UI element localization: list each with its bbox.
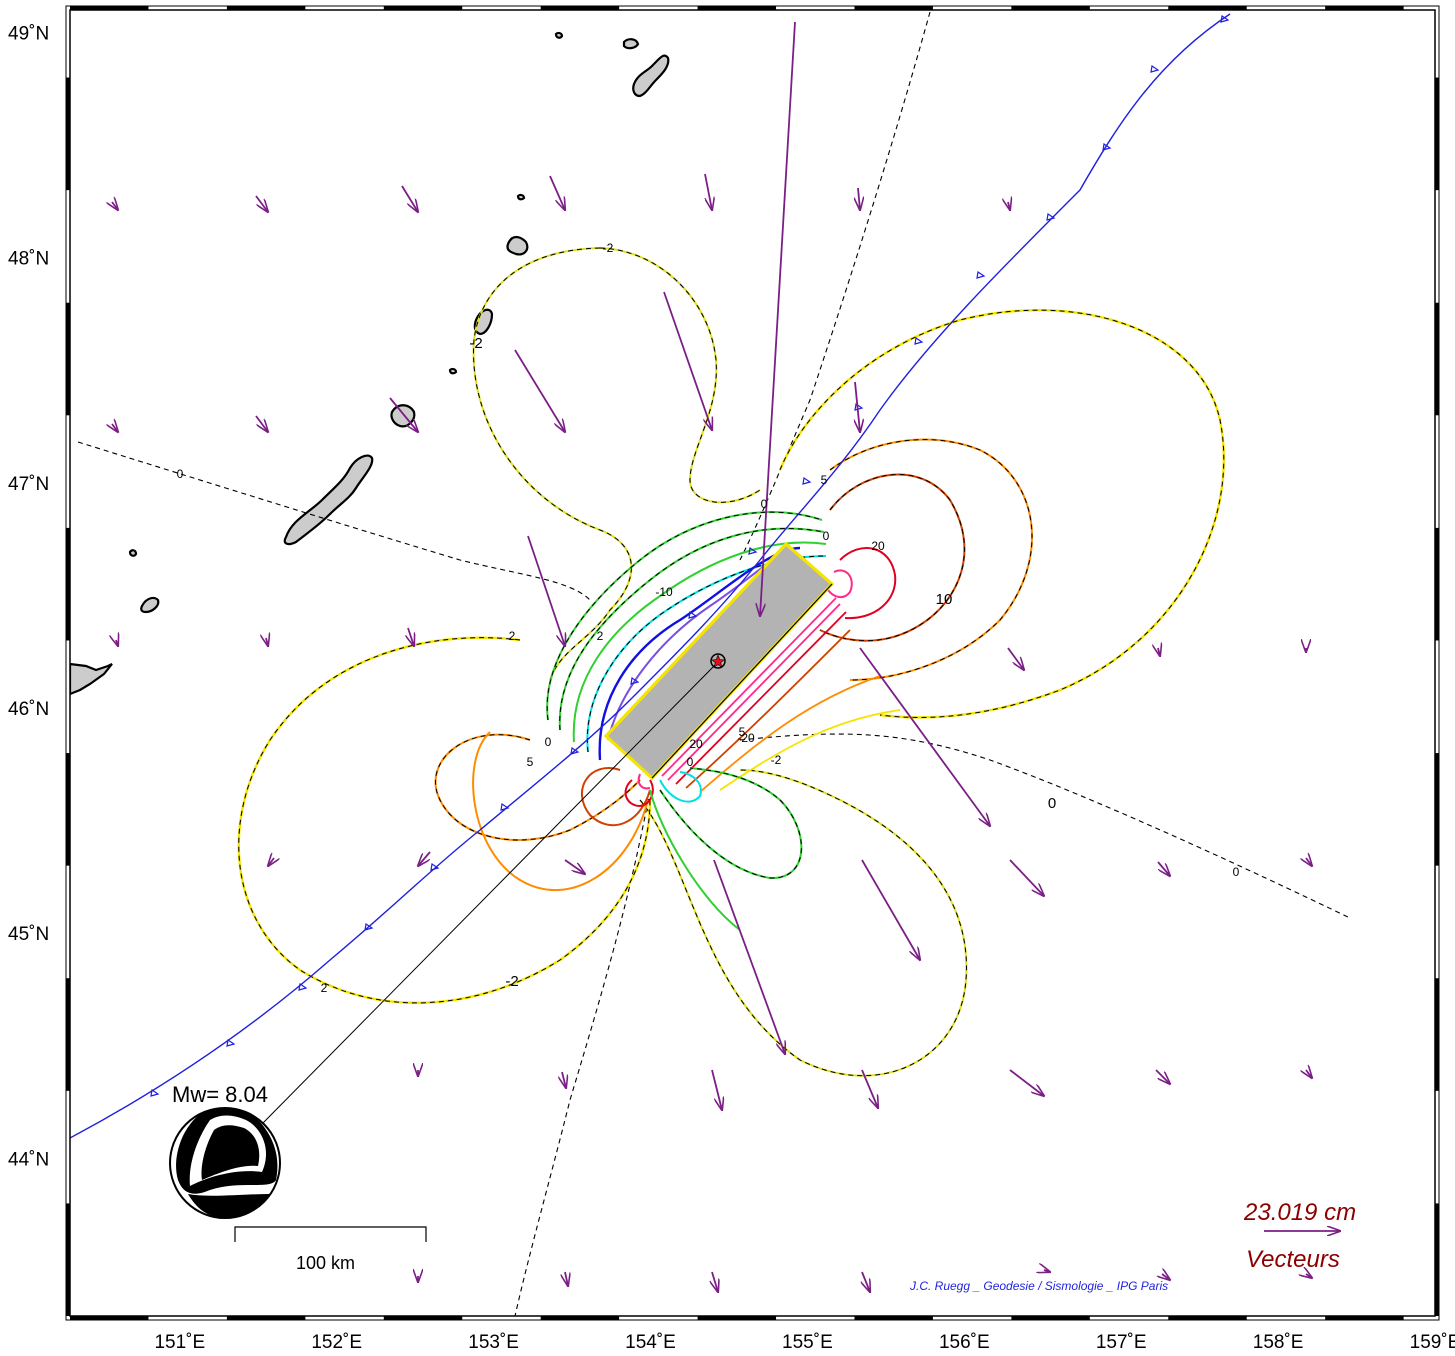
frame-segment: [66, 1203, 70, 1316]
contour-label: 2: [597, 629, 604, 643]
longitude-labels: 151˚E 152˚E 153˚E 154˚E 155˚E 156˚E 157˚E 158˚E…: [154, 1332, 1455, 1353]
contour-label: 0: [687, 755, 694, 769]
contour-label: -2: [771, 753, 782, 767]
frame-segment: [66, 753, 70, 866]
island: [624, 39, 638, 48]
frame-segment: [66, 978, 70, 1091]
lat-tick-label: 44˚N: [8, 1149, 49, 1170]
frame-segment: [698, 1316, 776, 1320]
scale-bar-label: 100 km: [296, 1253, 355, 1273]
credit-text: J.C. Ruegg _ Geodesie / Sismologie _ IPG…: [909, 1279, 1168, 1293]
latitude-labels: 44˚N 45˚N 46˚N 47˚N 48˚N 49˚N: [8, 24, 49, 1171]
lat-tick-label: 48˚N: [8, 249, 49, 270]
lon-tick-label: 153˚E: [468, 1332, 519, 1353]
frame-segment: [70, 6, 148, 10]
frame-segment: [1168, 1316, 1246, 1320]
lat-tick-label: 47˚N: [8, 474, 49, 495]
contour-label: 0: [761, 497, 768, 511]
contour-label: 10: [936, 591, 953, 608]
frame-segment: [541, 1316, 619, 1320]
contour-label: -10: [655, 585, 673, 599]
lon-tick-label: 155˚E: [782, 1332, 833, 1353]
contour-label: 0: [1048, 795, 1056, 812]
focal-mechanism-beachball-icon: [170, 1108, 280, 1218]
island: [518, 195, 524, 199]
frame-segment: [66, 78, 70, 191]
legend-vector-value: 23.019 cm: [1243, 1199, 1356, 1226]
island: [130, 550, 136, 555]
lat-tick-label: 49˚N: [8, 24, 49, 45]
lon-tick-label: 152˚E: [311, 1332, 362, 1353]
contour-label: 5: [527, 755, 534, 769]
contour-label: -2: [603, 241, 614, 255]
frame-segment: [1435, 303, 1439, 416]
island: [450, 369, 456, 373]
frame-segment: [66, 303, 70, 416]
frame-segment: [1168, 6, 1246, 10]
frame-segment: [70, 1316, 148, 1320]
contour-label: 0: [545, 735, 552, 749]
frame-segment: [854, 1316, 932, 1320]
contour-label: -2: [505, 973, 518, 990]
contour-label: 5: [821, 473, 828, 487]
frame-segment: [1435, 528, 1439, 641]
frame-segment: [227, 6, 305, 10]
lon-tick-label: 154˚E: [625, 1332, 676, 1353]
frame-segment: [384, 1316, 462, 1320]
magnitude-label: Mw= 8.04: [172, 1082, 268, 1107]
island: [556, 33, 562, 38]
lon-tick-label: 151˚E: [154, 1332, 205, 1353]
frame-segment: [1435, 753, 1439, 866]
contour-label: 2: [321, 981, 328, 995]
frame-segment: [1325, 6, 1403, 10]
contour-label: 2: [509, 629, 516, 643]
frame-segment: [541, 6, 619, 10]
frame-segment: [227, 1316, 305, 1320]
contour-label: 0: [823, 529, 830, 543]
frame-segment: [66, 528, 70, 641]
lon-tick-label: 156˚E: [939, 1332, 990, 1353]
contour-label: 0: [177, 467, 184, 481]
contour-label: 20: [871, 539, 885, 553]
frame-segment: [1011, 1316, 1089, 1320]
frame-segment: [1011, 6, 1089, 10]
lon-tick-label: 159˚E: [1410, 1332, 1455, 1353]
frame-segment: [1435, 978, 1439, 1091]
contour-label: -20: [737, 731, 755, 745]
contour-label: -2: [469, 335, 482, 352]
island: [507, 237, 527, 254]
legend-vector-title: Vecteurs: [1246, 1246, 1340, 1273]
frame-segment: [854, 6, 932, 10]
contour-label: 20: [689, 737, 703, 751]
lon-tick-label: 157˚E: [1096, 1332, 1147, 1353]
lon-tick-label: 158˚E: [1253, 1332, 1304, 1353]
frame-segment: [1435, 1203, 1439, 1316]
frame-segment: [1325, 1316, 1403, 1320]
lat-tick-label: 46˚N: [8, 699, 49, 720]
frame-segment: [1435, 78, 1439, 191]
frame-segment: [384, 6, 462, 10]
lat-tick-label: 45˚N: [8, 924, 49, 945]
frame-segment: [698, 6, 776, 10]
contour-label: 0: [1233, 865, 1240, 879]
